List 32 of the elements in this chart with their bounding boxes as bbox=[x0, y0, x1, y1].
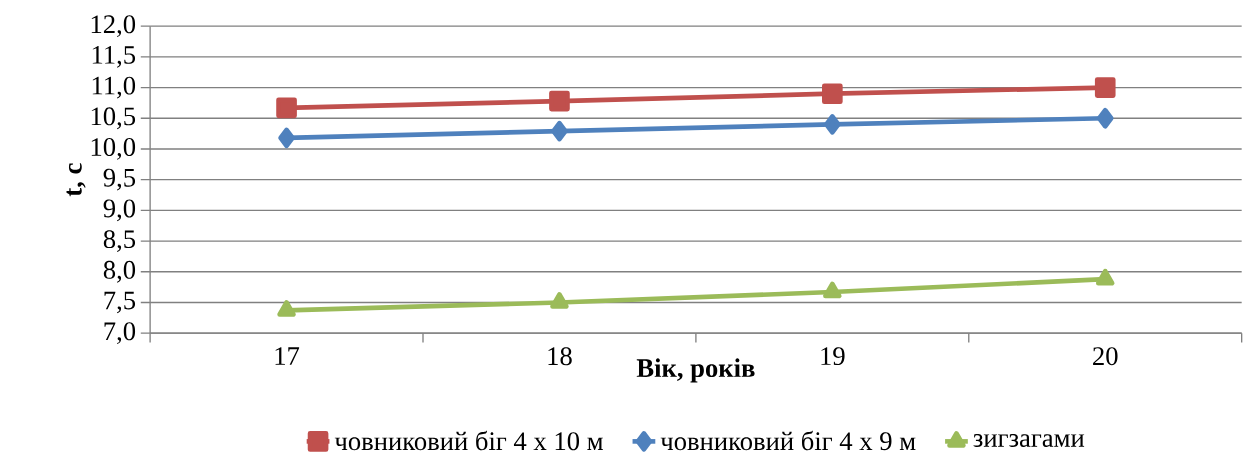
y-tick-label: 9,5 bbox=[103, 168, 136, 191]
y-axis-title: t, c bbox=[66, 163, 86, 197]
y-tick-label: 11,5 bbox=[92, 45, 136, 68]
point bbox=[278, 127, 295, 149]
y-tick-label: 12,0 bbox=[91, 15, 136, 37]
x-tick-label: 18 bbox=[548, 347, 572, 366]
point bbox=[1095, 268, 1115, 286]
point bbox=[551, 120, 568, 142]
y-tick-label: 10,5 bbox=[91, 107, 136, 130]
point bbox=[550, 292, 569, 309]
y-tick-label: 7,5 bbox=[104, 291, 136, 314]
legend-label: човниковий біг 4 х 9 м bbox=[660, 430, 916, 451]
point bbox=[822, 83, 843, 104]
x-axis-title: Вік, років bbox=[636, 358, 755, 383]
y-tick-label: 7,0 bbox=[104, 322, 136, 344]
point bbox=[277, 300, 296, 317]
x-tick-label: 19 bbox=[821, 347, 845, 365]
y-tick-label: 8,0 bbox=[103, 260, 136, 283]
legend-label: зигзагами bbox=[973, 433, 1085, 447]
y-tick-label: 10,0 bbox=[91, 137, 136, 160]
y-tick-label: 8,5 bbox=[103, 230, 136, 252]
point bbox=[1096, 107, 1114, 129]
point bbox=[1094, 77, 1116, 98]
point bbox=[823, 281, 842, 299]
x-tick-label: 17 bbox=[275, 347, 300, 365]
point bbox=[276, 97, 297, 119]
legend-label: човниковий біг 4 х 10 м bbox=[334, 430, 603, 451]
point bbox=[824, 113, 841, 135]
x-tick-label: 20 bbox=[1093, 347, 1118, 366]
y-tick-label: 9,0 bbox=[103, 199, 136, 222]
point bbox=[549, 90, 570, 112]
y-tick-label: 11,0 bbox=[92, 76, 136, 99]
